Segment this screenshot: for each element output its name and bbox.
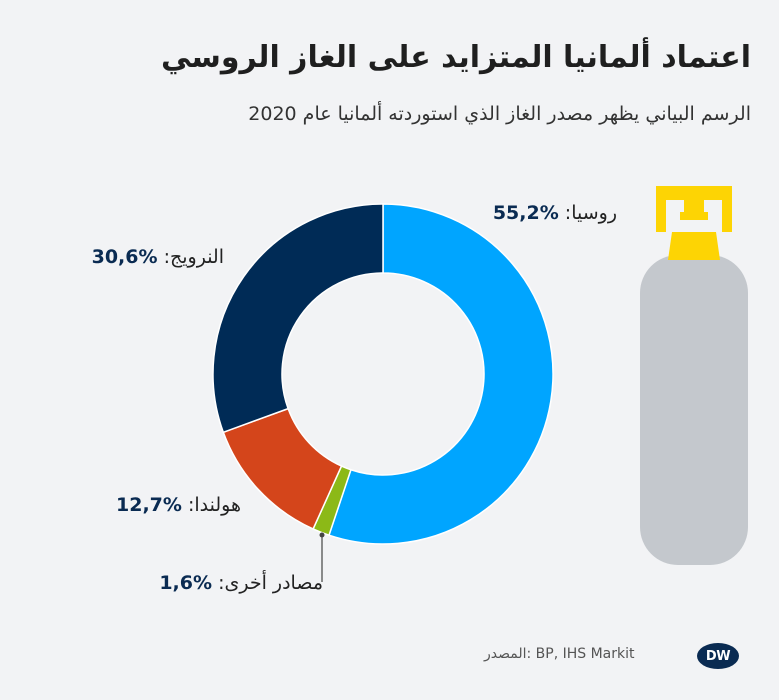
label-other-value: %1,6 xyxy=(159,572,213,594)
label-other: مصادر أخرى: %1,6 xyxy=(159,572,323,594)
slice-norway xyxy=(212,203,384,434)
label-netherlands-value: %12,7 xyxy=(116,494,182,516)
chart-subtitle: الرسم البياني يظهر مصدر الغاز الذي استور… xyxy=(248,103,751,125)
label-netherlands-name: هولندا: xyxy=(187,494,241,516)
dw-logo: DW xyxy=(697,643,739,669)
label-russia-name: روسيا: xyxy=(564,202,617,224)
label-norway-value: %30,6 xyxy=(91,246,158,268)
label-norway-name: النرويج: xyxy=(163,246,224,268)
label-russia: روسيا: %55,2 xyxy=(493,202,617,224)
label-norway: النرويج: %30,6 xyxy=(92,246,224,268)
label-other-name: مصادر أخرى: xyxy=(218,572,323,594)
chart-title: اعتماد ألمانيا المتزايد على الغاز الروسي xyxy=(161,40,751,75)
label-netherlands: هولندا: %12,7 xyxy=(116,494,241,516)
slice-russia xyxy=(328,203,554,545)
source-text: المصدر: BP, IHS Markit xyxy=(484,646,635,662)
label-russia-value: %55,2 xyxy=(492,202,559,224)
leader-dot xyxy=(319,532,325,538)
gas-cylinder-icon xyxy=(640,186,748,565)
